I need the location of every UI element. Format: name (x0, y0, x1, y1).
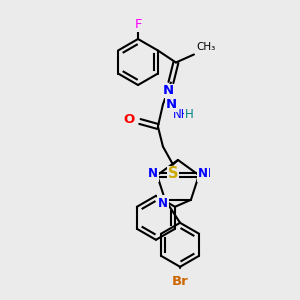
Text: S: S (168, 167, 178, 182)
Text: N: N (156, 199, 166, 212)
Text: N: N (148, 167, 158, 181)
Text: CH₃: CH₃ (196, 43, 215, 52)
Text: H: H (185, 107, 194, 121)
Text: NH: NH (173, 107, 190, 121)
Text: Br: Br (172, 275, 188, 288)
Text: N: N (201, 167, 211, 179)
Text: N: N (146, 167, 155, 179)
Text: N: N (165, 98, 176, 111)
Text: N: N (198, 167, 208, 181)
Text: F: F (134, 18, 142, 31)
Text: N: N (162, 85, 173, 98)
Text: O: O (124, 113, 135, 126)
Text: N: N (158, 196, 168, 209)
